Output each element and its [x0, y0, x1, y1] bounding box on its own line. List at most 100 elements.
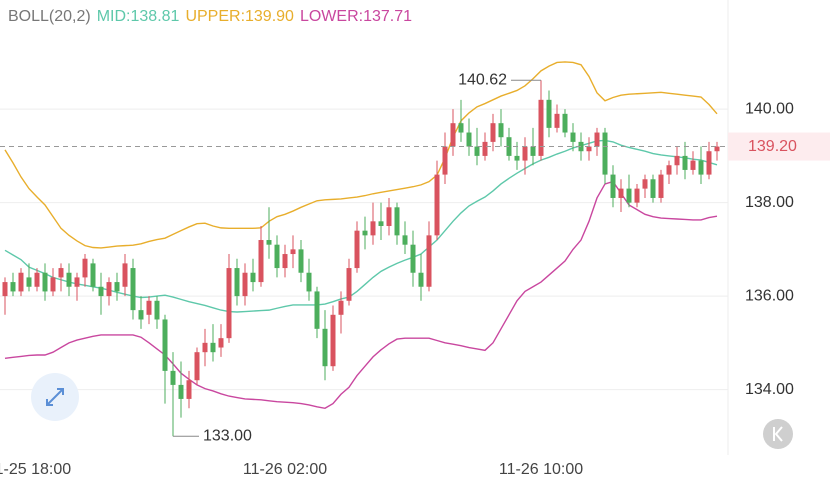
y-tick-label: 136.00 [745, 287, 794, 304]
candle-body [434, 174, 440, 236]
candle-body [266, 240, 272, 245]
legend-entry: MID:138.81 [96, 8, 180, 25]
candle-body [322, 328, 328, 367]
indicator-label: BOLL(20,2) [8, 8, 91, 25]
candle-body [402, 235, 408, 245]
candle-body [698, 160, 704, 175]
candle-body [258, 240, 264, 283]
collapse-icon [773, 426, 783, 442]
candle-body [394, 207, 400, 236]
candle-body [370, 221, 376, 236]
y-tick-label: 140.00 [745, 100, 794, 117]
candle-body [330, 314, 336, 367]
candle-body [138, 310, 144, 320]
candle-body [674, 155, 680, 166]
candle-body [690, 160, 696, 170]
candle-body [234, 268, 240, 297]
candle-body [122, 263, 128, 287]
candle-body [106, 282, 112, 297]
candle-body [154, 300, 160, 320]
candle-body [474, 146, 480, 156]
candle-body [634, 188, 640, 203]
candle-body [178, 384, 184, 399]
band-line [4, 180, 718, 409]
legend: BOLL(20,2) MID:138.81 UPPER:139.90 LOWER:1… [8, 8, 412, 26]
candle-body [194, 352, 200, 381]
candle-body [626, 188, 632, 203]
candle-body [554, 113, 560, 128]
candle-body [202, 342, 208, 353]
candle-body [10, 282, 16, 292]
candle-body [410, 244, 416, 273]
candle-body [98, 286, 104, 297]
y-tick-label: 134.00 [745, 381, 794, 398]
candle-body [250, 272, 256, 283]
candle-body [642, 179, 648, 189]
candle-body [242, 272, 248, 297]
candle-body [522, 146, 528, 161]
band-line [4, 139, 718, 313]
candle-body [274, 244, 280, 269]
candle-body [58, 268, 64, 278]
candle-body [226, 268, 232, 339]
candle-body [450, 123, 456, 147]
candle-body [362, 230, 368, 236]
candle-body [514, 155, 520, 161]
candle-body [458, 123, 464, 133]
candle-body [650, 179, 656, 198]
candle-body [498, 123, 504, 138]
candle-body [602, 132, 608, 175]
candle-body [354, 230, 360, 269]
candle-body [706, 151, 712, 175]
x-tick-label: 11-26 02:00 [243, 461, 327, 478]
candle-body [418, 272, 424, 287]
candle-body [74, 277, 80, 287]
candle-body [570, 132, 576, 142]
y-tick-label: 138.00 [745, 194, 794, 211]
candle-body [18, 272, 24, 292]
annotation-label: 133.00 [203, 428, 252, 445]
candle-body [530, 146, 536, 156]
candle-body [66, 272, 72, 287]
candle-body [210, 342, 216, 353]
legend-entry: LOWER:137.71 [299, 8, 413, 25]
candle-body [218, 338, 224, 348]
last-price-box [728, 132, 830, 161]
candle-body [50, 277, 56, 292]
candle-body [26, 277, 32, 287]
candle-body [386, 207, 392, 227]
candle-body [114, 282, 120, 292]
expand-icon [46, 388, 64, 406]
candle-body [130, 268, 136, 311]
candle-body [610, 174, 616, 198]
candle-body [186, 380, 192, 399]
candle-body [682, 155, 688, 170]
expand-button[interactable] [31, 373, 79, 421]
collapse-button-bg [763, 419, 793, 449]
band-line [4, 61, 718, 249]
candle-body [298, 249, 304, 273]
candle-body [466, 132, 472, 147]
candle-body [2, 282, 8, 297]
collapse-button[interactable] [763, 419, 793, 449]
candle-body [618, 188, 624, 198]
candle-body [314, 291, 320, 329]
candle-body [490, 123, 496, 142]
candle-body [378, 221, 384, 227]
candle-body [338, 300, 344, 315]
candle-body [34, 272, 40, 287]
candle-body [346, 268, 352, 301]
x-tick-label: 11-25 18:00 [0, 461, 71, 478]
candle-body [282, 254, 288, 269]
candle-body [538, 99, 544, 156]
candle-body [170, 370, 176, 385]
candle-body [658, 174, 664, 198]
candle-body [146, 300, 152, 315]
candle-body [586, 146, 592, 152]
candle-body [426, 235, 432, 287]
candle-body [562, 113, 568, 133]
candle-body [90, 263, 96, 287]
candle-body [594, 132, 600, 147]
